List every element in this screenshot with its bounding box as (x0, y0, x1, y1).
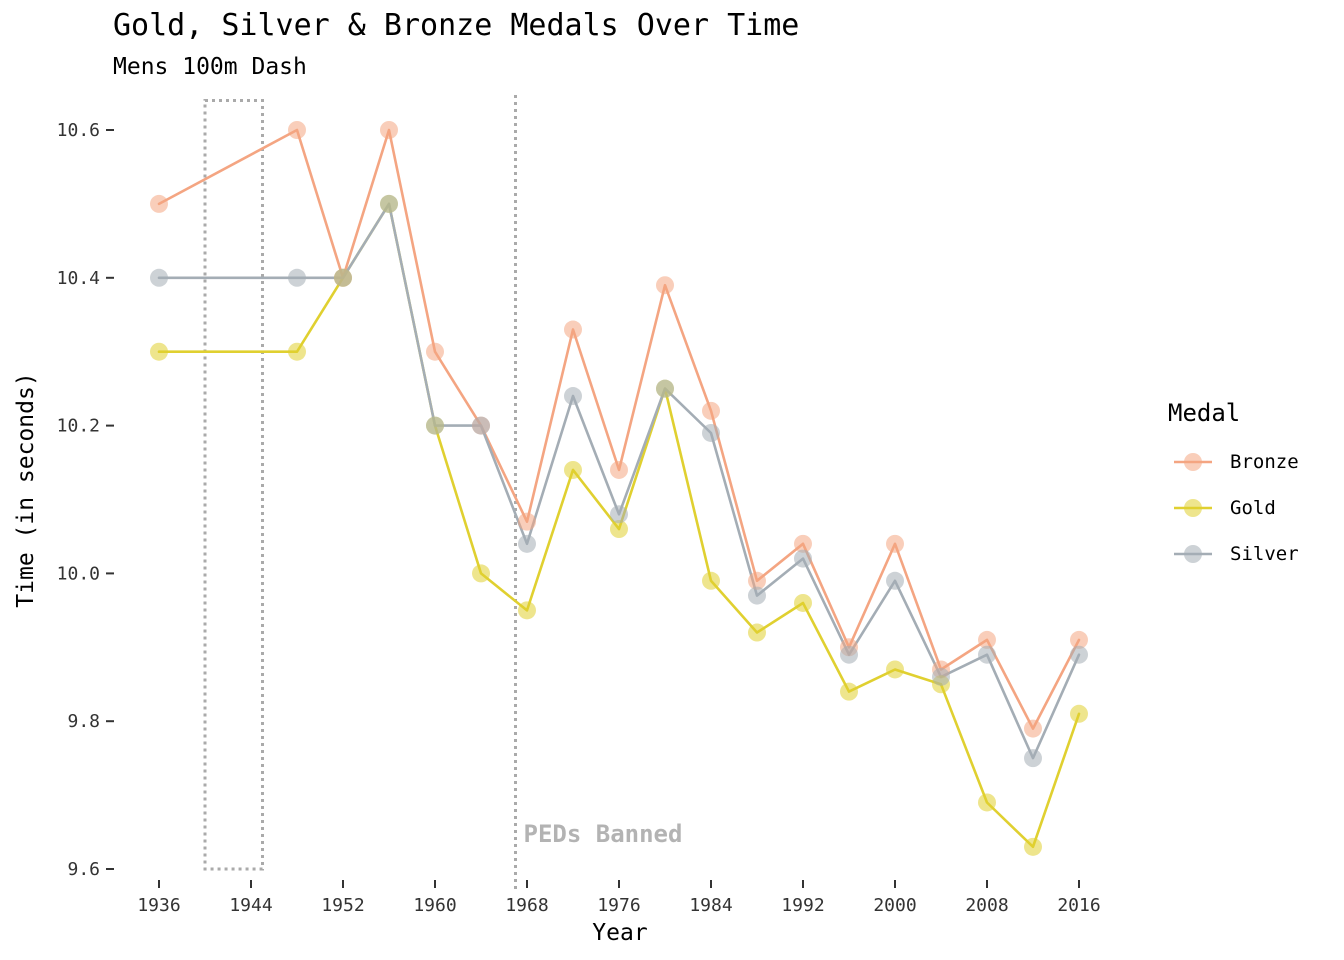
legend: Medal Bronze Gold Silver (1168, 399, 1299, 565)
x-tick-label: 1976 (597, 895, 640, 916)
silver-point (1070, 645, 1088, 664)
gold-point (702, 571, 720, 590)
bronze-point (1070, 630, 1088, 649)
bronze-point (656, 276, 674, 295)
bronze-point (564, 320, 582, 339)
chart-title: Gold, Silver & Bronze Medals Over Time (113, 8, 799, 43)
silver-point (886, 571, 904, 590)
bronze-point (978, 630, 996, 649)
gold-point (886, 660, 904, 679)
bronze-point (1024, 719, 1042, 738)
y-tick-label: 9.6 (67, 859, 100, 880)
bronze-point (518, 512, 536, 531)
silver-point (978, 645, 996, 664)
y-axis-title: Time (in seconds) (13, 372, 39, 607)
series-lines (157, 128, 1081, 849)
series-points (150, 121, 1088, 856)
x-tick-label: 2016 (1057, 895, 1100, 916)
y-tick-label: 10.6 (57, 120, 100, 141)
gold-point (840, 682, 858, 701)
x-tick-label: 1992 (781, 895, 824, 916)
x-axis: 1936 1944 1952 1960 1968 1976 1984 1992 2000 2008… (137, 880, 1101, 916)
gold-point (748, 623, 766, 642)
x-tick-label: 1944 (229, 895, 272, 916)
legend-title: Medal (1168, 399, 1240, 427)
legend-gold-label: Gold (1230, 497, 1276, 519)
legend-bronze-label: Bronze (1230, 451, 1299, 473)
gold-point (1024, 837, 1042, 856)
bronze-point (288, 121, 306, 139)
x-axis-title: Year (592, 920, 647, 946)
gold-point (472, 564, 490, 583)
x-tick-label: 2008 (965, 895, 1008, 916)
bronze-point (610, 460, 628, 479)
silver-point (150, 268, 168, 287)
silver-point (610, 505, 628, 524)
silver-point (334, 268, 352, 287)
gap-rectangle (203, 98, 264, 871)
bronze-point (886, 534, 904, 553)
bronze-point (150, 194, 168, 213)
gold-point (518, 601, 536, 620)
bronze-line (157, 128, 1081, 730)
bronze-point (702, 401, 720, 420)
bronze-point (426, 342, 444, 361)
x-tick-label: 1984 (689, 895, 732, 916)
silver-point (932, 667, 950, 686)
bronze-point (748, 571, 766, 590)
silver-point (288, 268, 306, 287)
bronze-point (794, 534, 812, 553)
y-tick-label: 9.8 (67, 711, 100, 732)
x-tick-label: 1960 (413, 895, 456, 916)
gold-point (288, 342, 306, 361)
silver-point (1024, 749, 1042, 768)
silver-point (380, 194, 398, 213)
silver-point (748, 586, 766, 605)
x-tick-label: 2000 (873, 895, 916, 916)
x-tick-label: 1952 (321, 895, 364, 916)
gold-point (978, 793, 996, 812)
silver-point (656, 379, 674, 398)
silver-point (794, 549, 812, 568)
y-axis: 9.6 9.8 10.0 10.2 10.4 10.6 (57, 120, 114, 880)
x-tick-label: 1968 (505, 895, 548, 916)
legend-silver-label: Silver (1230, 543, 1299, 565)
legend-gold-marker (1184, 499, 1202, 517)
gold-point (1070, 704, 1088, 723)
y-tick-label: 10.4 (57, 268, 100, 289)
y-tick-label: 10.0 (57, 563, 100, 584)
gold-point (564, 460, 582, 479)
chart-subtitle: Mens 100m Dash (113, 54, 307, 80)
legend-bronze-marker (1184, 453, 1202, 471)
silver-point (518, 534, 536, 553)
silver-point (702, 423, 720, 442)
gold-point (794, 593, 812, 612)
legend-silver-marker (1184, 545, 1202, 563)
gold-point (150, 342, 168, 361)
silver-point (426, 416, 444, 435)
bronze-point (380, 121, 398, 139)
x-tick-label: 1936 (137, 895, 180, 916)
gold-point (610, 520, 628, 539)
silver-point (472, 416, 490, 435)
silver-point (840, 645, 858, 664)
silver-point (564, 387, 582, 406)
y-tick-label: 10.2 (57, 416, 100, 437)
annotations-layer: PEDs Banned (203, 95, 683, 890)
peds-banned-label: PEDs Banned (524, 820, 683, 848)
